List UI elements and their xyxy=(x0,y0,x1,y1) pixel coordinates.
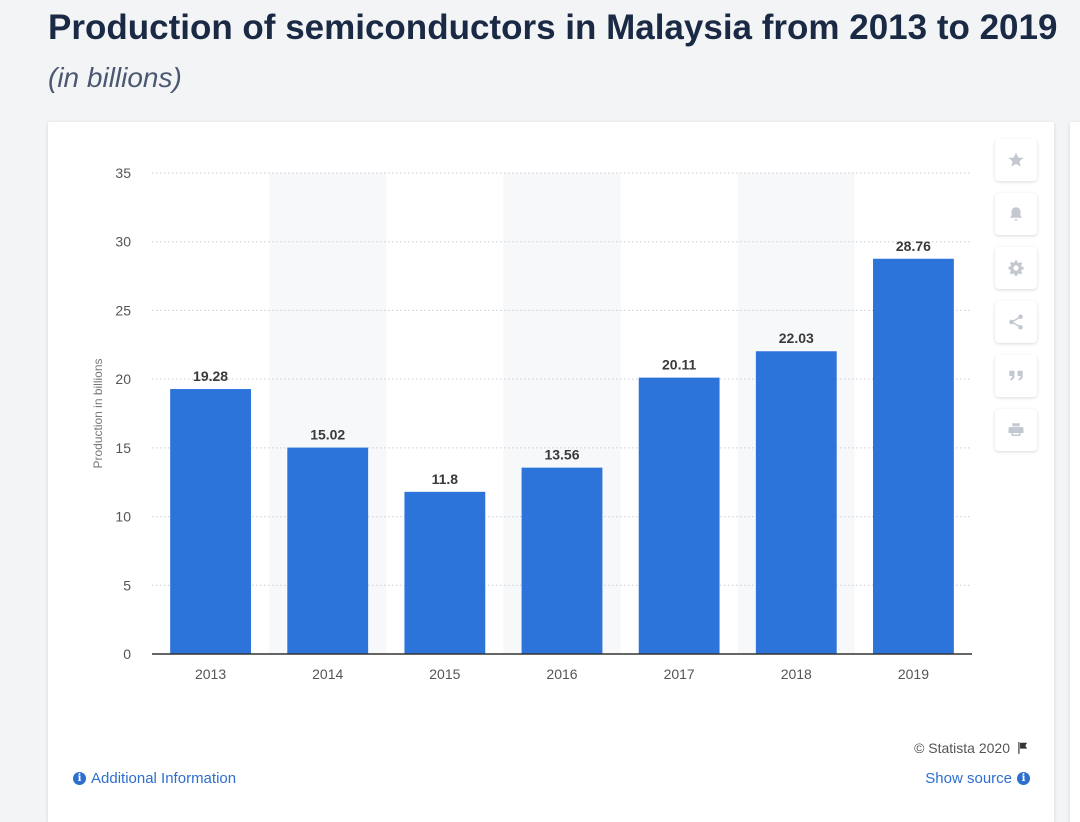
y-tick-label: 35 xyxy=(115,165,131,181)
bell-icon xyxy=(1010,207,1022,221)
x-tick-label: 2019 xyxy=(898,666,929,682)
data-labels: 19.28 15.02 11.8 13.56 20.11 22.03 28.76 xyxy=(193,238,931,487)
x-axis-ticks: 2013 2014 2015 2016 2017 2018 2019 xyxy=(195,666,929,682)
favorite-button[interactable] xyxy=(995,139,1037,181)
print-icon xyxy=(1008,423,1024,436)
x-tick-label: 2017 xyxy=(664,666,695,682)
flag-icon xyxy=(1018,742,1028,754)
data-label: 19.28 xyxy=(193,368,228,384)
bar-2018[interactable] xyxy=(755,351,837,654)
bar-2014[interactable] xyxy=(287,447,369,654)
bar-2016[interactable] xyxy=(521,467,603,654)
show-source-label: Show source xyxy=(925,770,1012,787)
data-label: 15.02 xyxy=(310,427,345,443)
notification-button[interactable] xyxy=(995,193,1037,235)
info-icon: i xyxy=(73,772,86,785)
y-tick-label: 20 xyxy=(115,371,131,387)
y-axis-label: Production in billions xyxy=(91,358,105,468)
y-tick-label: 10 xyxy=(115,509,131,525)
data-label: 13.56 xyxy=(544,447,579,463)
bar-2017[interactable] xyxy=(638,377,720,654)
bar-2013[interactable] xyxy=(170,389,251,654)
info-icon: i xyxy=(1017,772,1030,785)
data-label: 20.11 xyxy=(662,357,696,373)
cite-button[interactable] xyxy=(995,355,1037,397)
share-button[interactable] xyxy=(995,301,1037,343)
statista-credit[interactable]: © Statista 2020 xyxy=(914,740,1030,756)
additional-information-link[interactable]: i Additional Information xyxy=(73,770,236,787)
data-label: 28.76 xyxy=(896,238,931,254)
data-label: 11.8 xyxy=(432,471,459,487)
x-tick-label: 2013 xyxy=(195,666,226,682)
bar-2015[interactable] xyxy=(404,491,486,654)
page-title: Production of semiconductors in Malaysia… xyxy=(48,8,1058,47)
chart-toolbar xyxy=(995,139,1037,463)
adjacent-card-edge xyxy=(1070,122,1080,822)
x-tick-label: 2015 xyxy=(429,666,460,682)
gear-icon xyxy=(1008,260,1024,276)
y-tick-label: 30 xyxy=(115,234,131,250)
y-tick-label: 15 xyxy=(115,440,131,456)
y-axis-ticks: 0 5 10 15 20 25 30 35 xyxy=(115,165,131,662)
y-tick-label: 0 xyxy=(123,646,131,662)
show-source-link[interactable]: Show source i xyxy=(925,770,1030,787)
print-button[interactable] xyxy=(995,409,1037,451)
y-tick-label: 5 xyxy=(123,577,131,593)
bars xyxy=(170,258,954,654)
credit-text: © Statista 2020 xyxy=(914,740,1010,756)
quote-icon xyxy=(1009,370,1023,381)
settings-button[interactable] xyxy=(995,247,1037,289)
x-tick-label: 2018 xyxy=(781,666,812,682)
additional-information-label: Additional Information xyxy=(91,770,237,787)
page-subtitle: (in billions) xyxy=(48,62,182,93)
y-tick-label: 25 xyxy=(115,302,131,318)
share-icon xyxy=(1009,314,1023,330)
star-icon xyxy=(1008,152,1024,167)
bar-2019[interactable] xyxy=(873,258,954,654)
data-label: 22.03 xyxy=(779,330,814,346)
x-tick-label: 2016 xyxy=(546,666,577,682)
x-tick-label: 2014 xyxy=(312,666,343,682)
